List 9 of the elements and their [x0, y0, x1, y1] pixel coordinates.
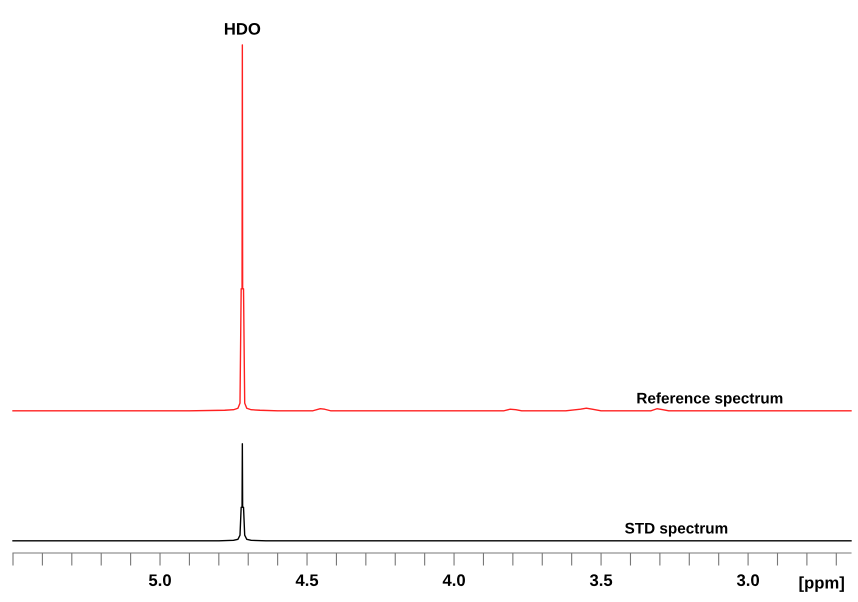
series-label: STD spectrum	[625, 522, 728, 537]
x-tick-label: 3.5	[590, 574, 612, 586]
x-axis-title: [ppm]	[799, 576, 844, 592]
x-tick-label: 4.5	[296, 574, 318, 586]
x-tick-label: 4.0	[442, 574, 465, 586]
x-tick-label: 3.0	[736, 574, 759, 586]
annotation: HDO	[224, 22, 260, 35]
series-label: Reference spectrum	[637, 392, 782, 407]
x-tick-label: 5.0	[148, 574, 171, 586]
